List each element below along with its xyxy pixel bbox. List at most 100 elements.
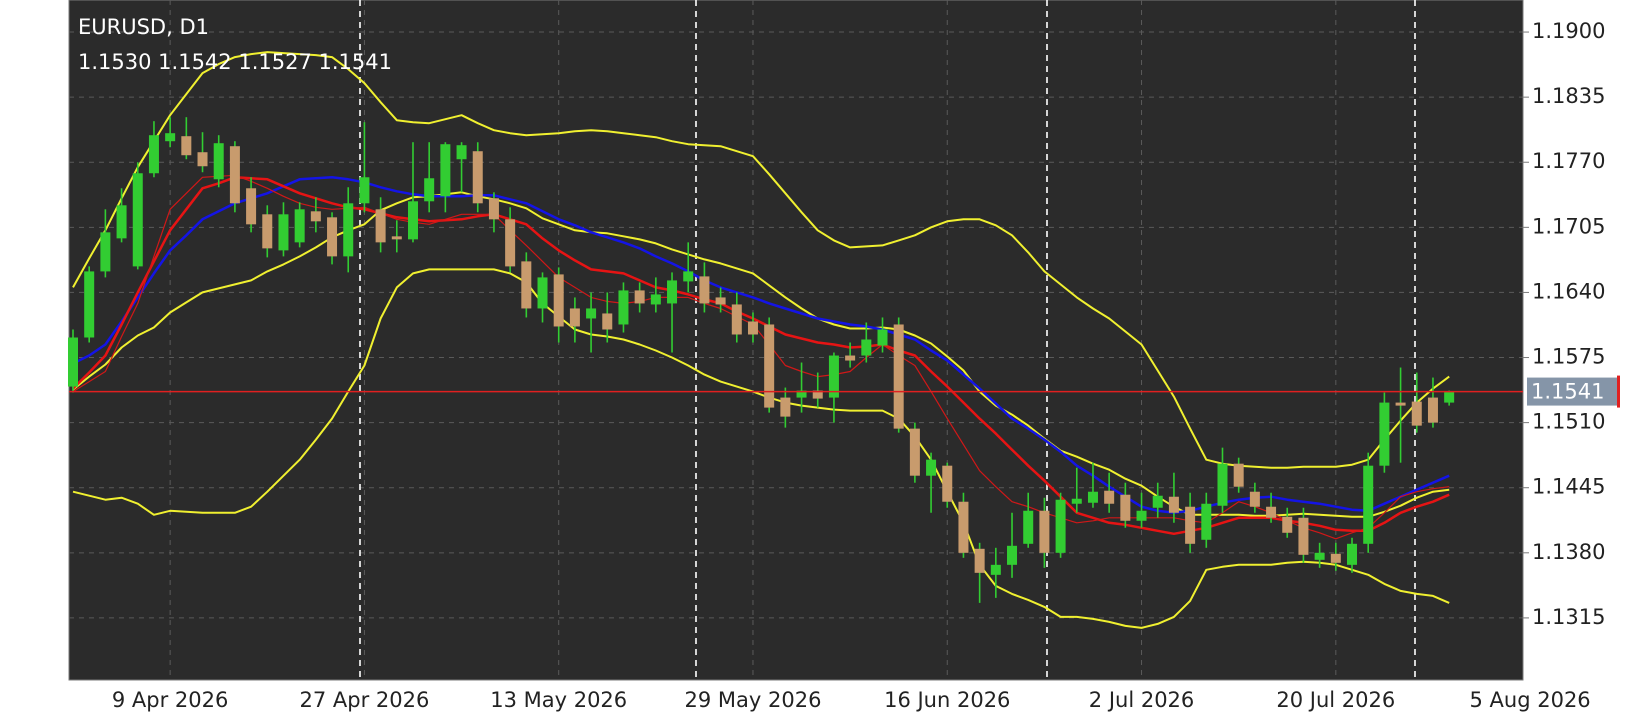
- candle-body: [148, 135, 159, 174]
- candle-body: [1152, 495, 1163, 508]
- candle-body: [618, 290, 629, 325]
- candle-body: [861, 339, 872, 356]
- candle-body: [909, 428, 920, 476]
- candle-body: [537, 277, 548, 309]
- candle-body: [278, 214, 289, 251]
- price-box-edge: [1617, 375, 1620, 408]
- candle-body: [796, 390, 807, 398]
- candle-body: [974, 548, 985, 573]
- candle-body: [1136, 510, 1147, 521]
- candle-body: [310, 211, 321, 222]
- y-tick-label: 1.1315: [1532, 605, 1605, 629]
- price-label: 1.1541: [1531, 380, 1604, 404]
- plot-area: [68, 0, 1524, 681]
- grid: [69, 0, 1523, 680]
- candle-body: [229, 146, 240, 204]
- candle-body: [1282, 516, 1293, 533]
- candle-body: [1444, 391, 1455, 403]
- candle-body: [1201, 503, 1212, 540]
- candle-body: [375, 209, 386, 243]
- candle-body: [812, 390, 823, 399]
- candle-body: [586, 308, 597, 319]
- indicator-line: [72, 176, 1450, 536]
- candle-body: [1266, 506, 1277, 518]
- candle-body: [84, 271, 95, 338]
- candle-body: [1071, 498, 1082, 504]
- candle-body: [1411, 401, 1422, 426]
- open-readout: 1.1530: [78, 50, 151, 74]
- candle-body: [132, 173, 143, 267]
- candle-body: [1168, 496, 1179, 513]
- candle-body: [294, 209, 305, 243]
- candle-body: [764, 324, 775, 408]
- candle-body: [569, 308, 580, 327]
- candle-body: [699, 276, 710, 304]
- candle-body: [893, 324, 904, 429]
- low-readout: 1.1527: [238, 50, 311, 74]
- close-readout: 1.1541: [319, 50, 392, 74]
- candle-body: [1055, 499, 1066, 553]
- candle-body: [650, 294, 661, 305]
- candle-body: [68, 337, 78, 387]
- candle-body: [343, 203, 354, 257]
- candle-body: [634, 290, 645, 304]
- candle-body: [747, 321, 758, 335]
- y-tick-label: 1.1705: [1532, 214, 1605, 238]
- y-tick-label: 1.1640: [1532, 279, 1605, 303]
- x-tick-label: 9 Apr 2026: [112, 688, 228, 712]
- candle-body: [1363, 465, 1374, 544]
- candle-body: [1314, 552, 1325, 560]
- ohlc-readout: 1.1530 1.1542 1.1527 1.1541: [78, 50, 392, 74]
- candle-body: [505, 219, 516, 267]
- candle-body: [1185, 506, 1196, 544]
- candle-body: [926, 459, 937, 476]
- candle-body: [958, 501, 969, 553]
- y-tick-label: 1.1835: [1532, 84, 1605, 108]
- candle-body: [553, 274, 564, 327]
- candle-body: [1087, 491, 1098, 503]
- candle-body: [1427, 397, 1438, 423]
- candle-body: [877, 329, 888, 346]
- x-tick-label: 5 Aug 2026: [1470, 688, 1591, 712]
- y-tick-label: 1.1380: [1532, 540, 1605, 564]
- candle-body: [942, 465, 953, 502]
- candle-body: [1120, 494, 1131, 521]
- candle-body: [990, 564, 1001, 575]
- candle-body: [1298, 517, 1309, 555]
- candle-body: [472, 151, 483, 204]
- candle-body: [407, 201, 418, 240]
- candle-body: [246, 188, 257, 225]
- candle-body: [731, 304, 742, 335]
- candle-body: [1233, 463, 1244, 487]
- price-box: [1527, 377, 1617, 406]
- candle-body: [181, 136, 192, 156]
- candle-body: [602, 313, 613, 330]
- chart-title: EURUSD, D1: [78, 15, 209, 39]
- y-tick-label: 1.1510: [1532, 410, 1605, 434]
- candle-body: [683, 271, 694, 282]
- x-tick-label: 27 Apr 2026: [299, 688, 429, 712]
- candle-body: [1347, 543, 1358, 565]
- candle-body: [165, 133, 176, 142]
- candle-body: [1217, 463, 1228, 506]
- candle-body: [359, 177, 370, 204]
- y-tick-label: 1.1900: [1532, 19, 1605, 43]
- candle-body: [424, 178, 435, 202]
- candle-body: [1395, 402, 1406, 406]
- candle-body: [456, 145, 467, 160]
- candle-body: [780, 397, 791, 417]
- x-tick-label: 29 May 2026: [685, 688, 822, 712]
- candle-body: [116, 205, 127, 239]
- candle-body: [1007, 545, 1018, 565]
- marks: [68, 51, 1455, 629]
- candle-body: [1104, 490, 1115, 504]
- indicator-line: [72, 268, 1450, 629]
- candle-body: [197, 152, 208, 167]
- candle-body: [1023, 510, 1034, 544]
- candle-body: [100, 232, 111, 272]
- candle-body: [521, 261, 532, 309]
- high-readout: 1.1542: [158, 50, 231, 74]
- candle-body: [1330, 553, 1341, 563]
- candle-body: [488, 198, 499, 220]
